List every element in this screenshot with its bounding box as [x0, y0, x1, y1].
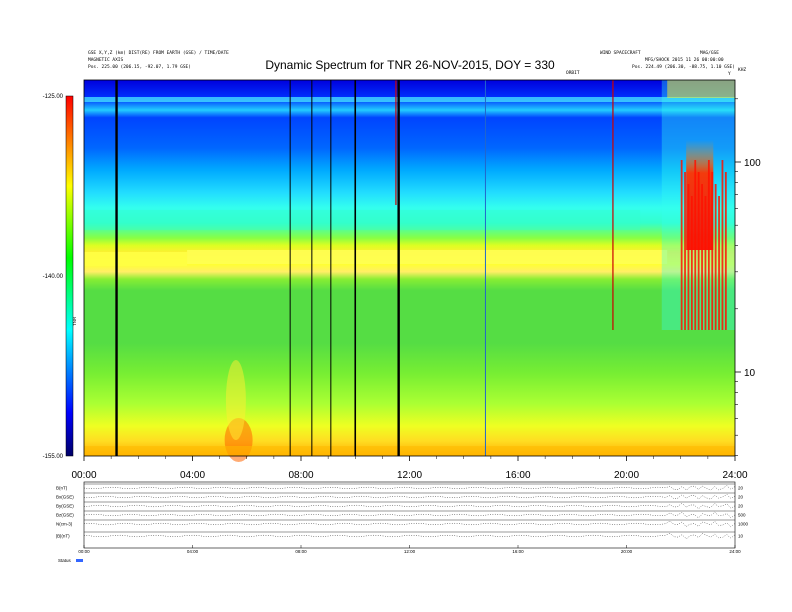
cyan-green-band: [84, 210, 641, 230]
bottom-row-value: 20: [738, 486, 744, 491]
bottom-row-label: Bz(GSE): [56, 513, 74, 518]
page-title: Dynamic Spectrum for TNR 26-NOV-2015, DO…: [265, 58, 555, 72]
left-header-line2: MAGNETIC AXIS: [88, 58, 124, 63]
bottom-row-label: B(nT): [56, 486, 68, 491]
bottom-time-label: 04:00: [187, 549, 199, 554]
y-tick-10: 10: [744, 368, 756, 379]
burst-streak: [684, 172, 686, 330]
x-tick-label: 00:00: [71, 470, 96, 481]
red-lines: [395, 80, 614, 330]
right-header-line3: Pos. 224.49 (206.30, -88.75, 1.10 GSE): [632, 65, 735, 70]
left-header-line3: Pos. 225.00 (206.15, -92.07, 1.79 GSE): [88, 65, 191, 70]
colorbar-tick-top: -125.00: [43, 94, 64, 100]
colorbar-tick-mid: -140.00: [43, 274, 64, 280]
bottom-row-trace: [83, 502, 736, 510]
bottom-time-label: 00:00: [78, 549, 90, 554]
bottom-row-label: |B|(nT): [56, 534, 70, 539]
right-header-mid: MFG/SHOCK 2015 11 26 00:00:00: [645, 58, 724, 63]
bottom-row-label: By(GSE): [56, 504, 74, 509]
x-tick-label: 04:00: [180, 470, 205, 481]
burst-streak: [687, 184, 690, 330]
bottom-row-trace: [83, 493, 736, 500]
burst-streak: [701, 184, 703, 330]
bottom-rim: [84, 446, 735, 456]
bottom-row-label: N(cm-3): [56, 522, 73, 527]
colorbar-label: TNR: [72, 316, 77, 326]
burst-streak: [690, 196, 693, 330]
right-header-marker: MAG/GSE: [700, 51, 719, 56]
right-header-top: WIND SPACECRAFT: [600, 51, 641, 56]
y-tick-100: 100: [744, 158, 761, 169]
x-tick-label: 12:00: [397, 470, 422, 481]
colorbar-tick-bottom: -155.00: [43, 454, 64, 460]
bottom-time-label: 24:00: [729, 549, 741, 554]
x-tick-label: 20:00: [614, 470, 639, 481]
status-label: Status: [58, 558, 72, 563]
bottom-row-value: 500: [738, 513, 746, 518]
bottom-time-label: 12:00: [404, 549, 416, 554]
bottom-row-trace: [83, 511, 736, 519]
status-bar: [76, 559, 83, 562]
burst-streak: [721, 160, 724, 330]
burst-top: [667, 80, 735, 98]
burst-streak: [697, 172, 700, 330]
bottom-row-value: 20: [738, 495, 744, 500]
burst-streak: [707, 160, 710, 330]
burst-streak: [694, 160, 697, 330]
orbit-marker: ORBIT: [566, 71, 580, 76]
bottom-row-trace: [83, 532, 736, 540]
bottom-time-label: 16:00: [512, 549, 524, 554]
burst-streak: [724, 172, 727, 330]
burst-streak: [704, 196, 707, 330]
x-tick-label: 08:00: [288, 470, 313, 481]
colorbar: [65, 95, 74, 457]
bottom-panel: [83, 481, 736, 549]
burst-streak: [680, 160, 683, 330]
burst-streak: [714, 184, 717, 330]
bottom-row-value: 10: [738, 534, 744, 539]
left-header-line1: GSE X,Y,Z (km) DIST(RE) FROM EARTH (GSE)…: [88, 51, 229, 56]
spectrum-overlay: [84, 80, 735, 462]
bottom-time-label: 20:00: [621, 549, 633, 554]
bottom-row-trace: [83, 485, 736, 491]
data-gap-lines: [115, 80, 486, 456]
low-freq-yellow: [225, 360, 246, 440]
yellow-ridge-early: [84, 252, 188, 266]
bottom-row-value: 20: [738, 504, 744, 509]
bottom-panel-rows: B(nT) 20 Bx(GSE) 20 By(GSE) 20 Bz(GSE) 500 N(cm-…: [56, 483, 749, 554]
bottom-row-value: 1000: [738, 522, 749, 527]
x-tick-label: 24:00: [722, 470, 747, 481]
bottom-row-trace: [83, 520, 736, 528]
y-minor-ticks: [735, 98, 738, 456]
x-tick-label: 16:00: [505, 470, 530, 481]
burst-streak: [718, 196, 720, 330]
bottom-time-label: 08:00: [295, 549, 307, 554]
cyan-band-top: [84, 97, 735, 102]
burst-streak: [711, 172, 714, 330]
khz-marker: KHZ: [738, 68, 747, 73]
spectrum-heatmap: [84, 80, 735, 456]
yellow-ridge: [187, 250, 668, 264]
bottom-row-label: Bx(GSE): [56, 495, 74, 500]
x-axis: 00:00 04:00 08:00 12:00 16:00 20:00 24:00: [71, 456, 748, 481]
y-marker: Y: [728, 72, 731, 77]
